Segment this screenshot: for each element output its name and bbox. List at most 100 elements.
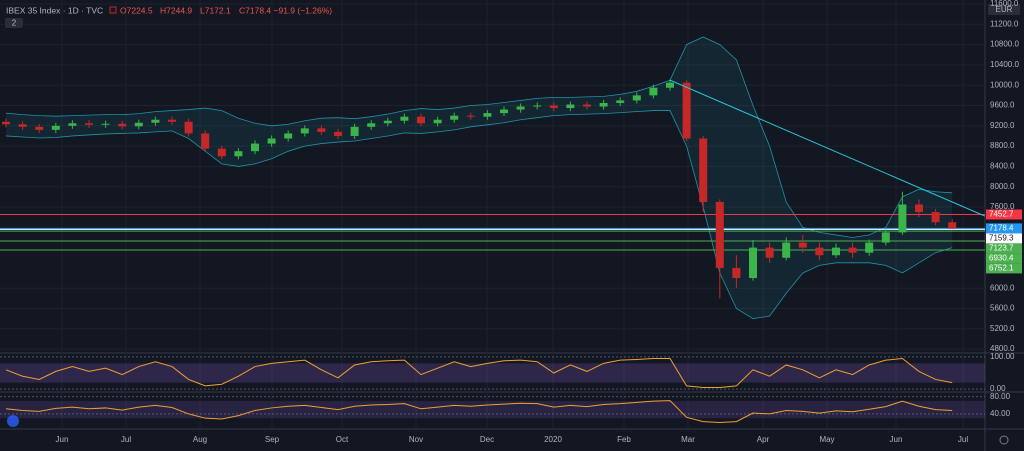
x-tick-label: Jun [56, 435, 69, 444]
x-tick-label: Feb [617, 435, 631, 444]
candle-body [134, 122, 143, 127]
price-label: 7178.4 [989, 224, 1014, 233]
candle-body [85, 123, 93, 125]
y-tick-label: 4800.0 [990, 344, 1015, 353]
x-tick-label: 2020 [544, 435, 562, 444]
candle-body [251, 143, 259, 152]
candle-body [915, 204, 923, 213]
candle-body [367, 123, 376, 127]
rsi-line [5, 400, 953, 423]
x-tick-label: Sep [265, 435, 280, 444]
candle-body [201, 133, 210, 149]
candle-body [666, 82, 674, 88]
candle-body [832, 247, 840, 256]
candle-body [400, 116, 409, 121]
candle-body [566, 104, 575, 109]
y-tick-label: 8000.0 [990, 182, 1015, 191]
candle-body [217, 148, 226, 157]
candle-body [599, 102, 608, 107]
stoch-tick-label: 0.00 [990, 384, 1006, 393]
y-tick-label: 10400.0 [990, 60, 1019, 69]
price-label: 6752.1 [989, 264, 1014, 273]
currency: EUR [996, 5, 1013, 14]
candle-body [350, 126, 359, 136]
candle-body [516, 106, 525, 110]
candle-body [616, 100, 625, 103]
candle-body [798, 242, 807, 248]
x-tick-label: Apr [757, 435, 770, 444]
price-label-box [986, 253, 1022, 264]
x-tick-label: Oct [336, 435, 349, 444]
x-tick-label: Dec [480, 435, 494, 444]
y-tick-label: 8400.0 [990, 162, 1015, 171]
candle-body [267, 138, 276, 144]
candle-body [118, 123, 127, 127]
candle-body [168, 119, 176, 122]
y-tick-label: 10000.0 [990, 80, 1019, 89]
y-tick-label: 10800.0 [990, 40, 1019, 49]
ohlc-low: L7172.1 [200, 5, 231, 15]
x-tick-label: Mar [681, 435, 695, 444]
stoch-line [5, 358, 953, 388]
y-tick-label: 7600.0 [990, 202, 1015, 211]
indicator-toggle[interactable] [5, 18, 23, 28]
ohlc-close: C7178.4 −91.9 (−1.26%) [239, 5, 332, 15]
stoch-band [0, 363, 985, 383]
y-tick-label: 9600.0 [990, 101, 1015, 110]
candle-body [433, 119, 442, 124]
candle-body [583, 104, 591, 107]
ohlc-high: H7244.9 [160, 5, 192, 15]
cloud-icon[interactable] [7, 415, 19, 427]
candle-body [749, 247, 757, 279]
price-label-box [986, 243, 1022, 254]
x-tick-label: May [819, 435, 834, 444]
candle-body [2, 121, 10, 125]
price-label: 7123.7 [989, 244, 1014, 253]
candle-body [898, 204, 907, 233]
candle-body [18, 124, 27, 127]
x-tick-label: Aug [193, 435, 207, 444]
y-tick-label: 11600.0 [990, 0, 1019, 8]
x-tick-label: Jul [958, 435, 968, 444]
candle-body [184, 121, 193, 134]
candle-body [300, 128, 309, 134]
indicator-count[interactable]: 2 [12, 19, 17, 28]
candle-body [466, 115, 475, 117]
candle-body [881, 232, 890, 243]
candle-body [782, 242, 791, 258]
rsi-tick-label: 40.00 [990, 409, 1011, 418]
candle-body [51, 125, 60, 130]
settings-icon[interactable] [999, 435, 1009, 445]
candle-body [632, 95, 641, 101]
candle-body [715, 201, 724, 268]
x-tick-label: Jun [890, 435, 903, 444]
candle-body [815, 247, 824, 256]
candle-body [649, 87, 658, 96]
x-tick-label: Jul [121, 435, 131, 444]
price-label: 7159.3 [989, 234, 1014, 243]
y-tick-label: 8800.0 [990, 141, 1015, 150]
candle-body [549, 105, 558, 109]
candle-body [483, 113, 492, 117]
price-label: 6930.4 [989, 254, 1014, 263]
candle-body [284, 133, 293, 139]
price-label-box [986, 263, 1022, 274]
candle-body [931, 212, 940, 223]
candle-body [699, 138, 708, 202]
rsi-band [0, 401, 985, 419]
x-tick-label: Nov [409, 435, 423, 444]
bollinger-fill [6, 36, 953, 319]
candle-body [383, 120, 392, 124]
y-tick-label: 6000.0 [990, 283, 1015, 292]
symbol: IBEX 35 Index · 1D · TVC [6, 5, 103, 15]
price-label-box [986, 233, 1022, 244]
candle-body [417, 116, 425, 124]
y-tick-label: 5600.0 [990, 304, 1015, 313]
candle-body [732, 267, 741, 279]
candle-body [450, 115, 459, 120]
ohlc-open: O7224.5 [120, 5, 153, 15]
candle-body [848, 247, 857, 253]
price-label-box [986, 209, 1022, 220]
candle-body [682, 82, 691, 139]
